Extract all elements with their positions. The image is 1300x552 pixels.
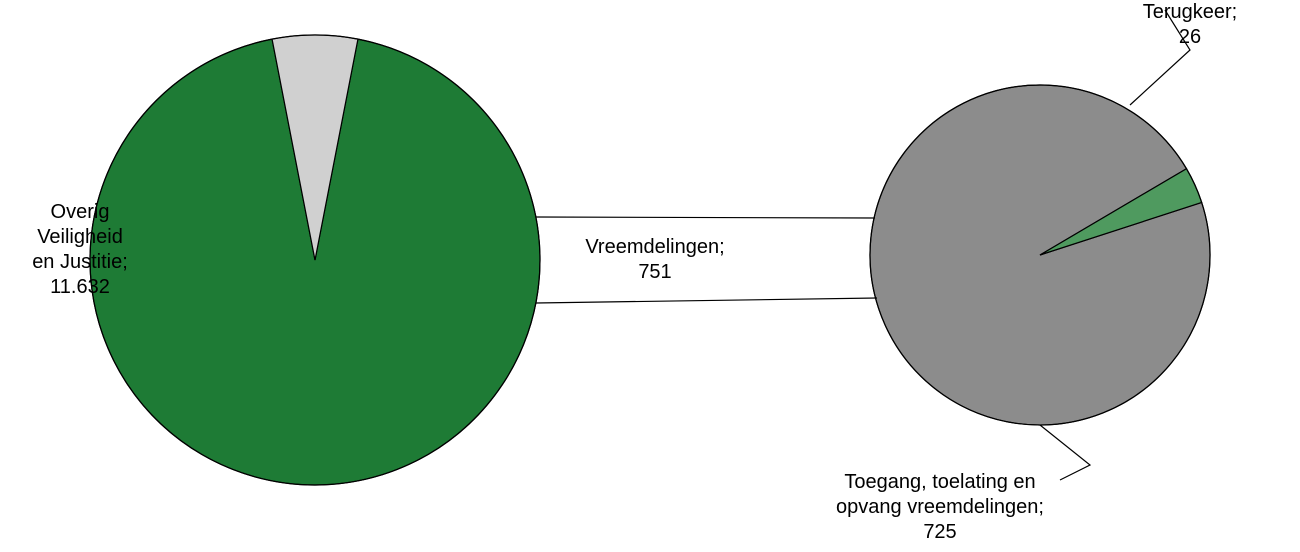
connector-line-0	[536, 217, 875, 218]
main-pie-label-vreemdelingen: Vreemdelingen; 751	[555, 235, 755, 285]
connector-line-1	[536, 298, 877, 303]
sub-pie-label-toegang: Toegang, toelating en opvang vreemdeling…	[790, 470, 1090, 545]
main-pie-label-overig: Overig Veiligheid en Justitie; 11.632	[0, 200, 160, 300]
pie-of-pie-chart: Overig Veiligheid en Justitie; 11.632 Vre…	[0, 0, 1300, 552]
sub-pie-label-terugkeer: Terugkeer; 26	[1090, 0, 1290, 50]
